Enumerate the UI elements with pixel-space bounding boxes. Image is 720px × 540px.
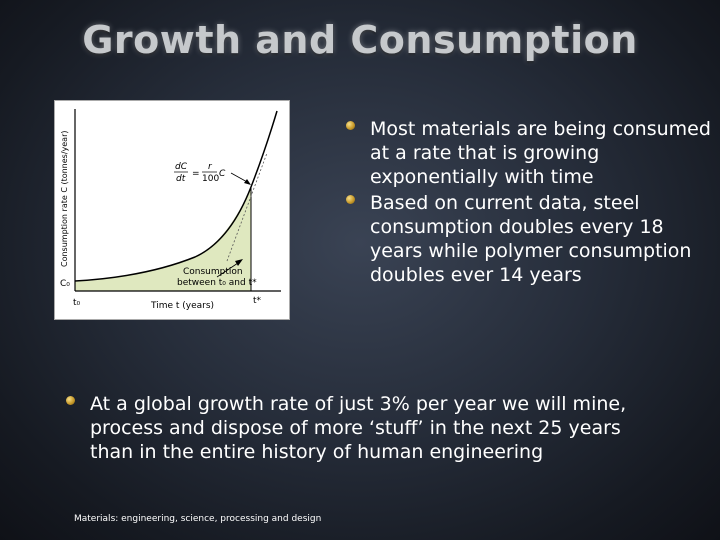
- bullet-item: At a global growth rate of just 3% per y…: [66, 392, 666, 464]
- area-label-line1: Consumption: [183, 267, 243, 277]
- growth-curve: [74, 110, 278, 282]
- slide-footer: Materials: engineering, science, process…: [74, 514, 322, 524]
- bullet-list-right: Most materials are being consumed at a r…: [346, 117, 718, 287]
- tstar-label: t*: [253, 296, 262, 306]
- bullet-text: At a global growth rate of just 3% per y…: [90, 393, 627, 463]
- equation-lhs-num: dC: [175, 162, 188, 172]
- slide-title: Growth and Consumption: [82, 18, 638, 62]
- equation-rhs-den: 100: [202, 174, 219, 184]
- x-axis-label: Time t (years): [150, 301, 214, 311]
- t0-label: t₀: [73, 298, 81, 308]
- bullet-item: Most materials are being consumed at a r…: [346, 117, 718, 189]
- equation-lhs-den: dt: [176, 174, 186, 184]
- consumption-area: [75, 187, 251, 291]
- bullet-dot-icon: [346, 195, 355, 204]
- bullet-dot-icon: [66, 396, 75, 405]
- y-axis-label: Consumption rate C (tonnes/year): [60, 131, 69, 268]
- tangent-line: [226, 152, 268, 262]
- equation-equals: =: [192, 169, 200, 179]
- equation-rhs-var: C: [219, 169, 226, 179]
- area-label-line2: between t₀ and t*: [177, 278, 257, 288]
- bullet-item: Based on current data, steel consumption…: [346, 191, 718, 287]
- equation-arrowhead: [244, 179, 251, 185]
- exponential-growth-figure: dC dt = r 100 C Consumption between t₀ a…: [54, 100, 290, 320]
- bullet-text: Most materials are being consumed at a r…: [370, 118, 711, 188]
- area-arrowhead: [235, 259, 243, 266]
- bullet-dot-icon: [346, 121, 355, 130]
- bullet-list-bottom: At a global growth rate of just 3% per y…: [66, 392, 666, 464]
- bullet-text: Based on current data, steel consumption…: [370, 192, 692, 286]
- c0-label: C₀: [60, 279, 70, 289]
- equation-rhs-num: r: [208, 162, 213, 172]
- figure-svg: dC dt = r 100 C Consumption between t₀ a…: [60, 109, 281, 311]
